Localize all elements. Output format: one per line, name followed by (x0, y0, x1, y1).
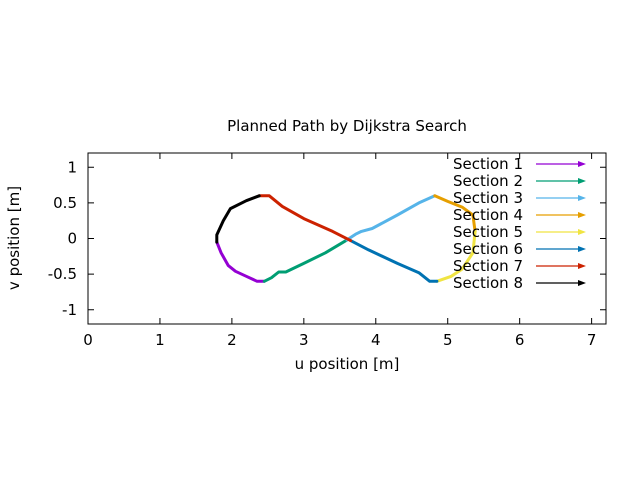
legend-label: Section 6 (453, 240, 523, 258)
legend-arrowhead (578, 178, 586, 184)
legend-label: Section 2 (453, 172, 523, 190)
series-line-6 (349, 239, 439, 283)
x-tick-label: 1 (155, 331, 165, 349)
chart-title: Planned Path by Dijkstra Search (227, 117, 467, 135)
legend-label: Section 7 (453, 257, 523, 275)
series-line-2 (262, 238, 349, 283)
series-line-3 (345, 194, 437, 242)
y-axis-label: v position [m] (5, 186, 23, 290)
x-axis-label: u position [m] (295, 355, 400, 373)
legend-arrowhead (578, 280, 586, 286)
legend-label: Section 8 (453, 274, 523, 292)
y-tick-label: -1 (62, 301, 77, 319)
y-tick-label: 1 (67, 158, 77, 176)
x-tick-label: 7 (587, 331, 597, 349)
legend-label: Section 3 (453, 189, 523, 207)
axis-ticks: 0 1 2 3 4 5 6 7 1 0.5 0 -0.5 -1 (48, 153, 606, 349)
x-tick-label: 4 (371, 331, 381, 349)
legend-arrowhead (578, 161, 586, 167)
series-line-1 (215, 240, 266, 283)
legend-arrowhead (578, 195, 586, 201)
legend-label: Section 1 (453, 155, 523, 173)
series-line-8 (215, 194, 261, 244)
x-tick-label: 0 (83, 331, 93, 349)
series-line-7 (257, 194, 353, 243)
x-tick-label: 5 (443, 331, 453, 349)
legend-label: Section 5 (453, 223, 523, 241)
series-lines (215, 194, 477, 283)
y-tick-label: 0 (67, 230, 77, 248)
legend-label: Section 4 (453, 206, 523, 224)
y-tick-label: 0.5 (53, 194, 77, 212)
series-line-4 (433, 194, 477, 233)
legend-arrowhead (578, 212, 586, 218)
y-tick-label: -0.5 (48, 265, 77, 283)
series-line-5 (435, 229, 477, 283)
legend-arrowhead (578, 246, 586, 252)
legend-arrowhead (578, 229, 586, 235)
x-tick-label: 2 (227, 331, 237, 349)
x-tick-label: 6 (515, 331, 525, 349)
x-tick-label: 3 (299, 331, 309, 349)
legend-arrowhead (578, 263, 586, 269)
